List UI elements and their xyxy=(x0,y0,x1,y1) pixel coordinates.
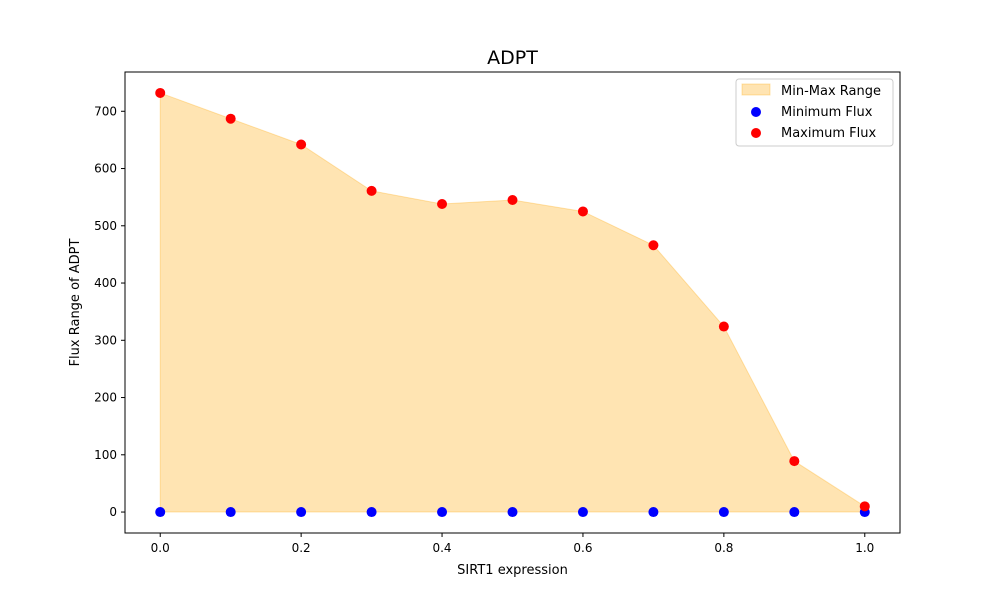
max-flux-point xyxy=(860,501,870,511)
max-flux-point xyxy=(437,199,447,209)
y-tick-label: 500 xyxy=(94,219,117,233)
max-flux-point xyxy=(155,88,165,98)
max-flux-point xyxy=(226,114,236,124)
min-flux-point xyxy=(578,507,588,517)
legend-swatch-range xyxy=(742,84,770,95)
max-flux-point xyxy=(508,195,518,205)
legend-marker-min xyxy=(751,107,761,117)
max-flux-point xyxy=(789,456,799,466)
min-flux-point xyxy=(508,507,518,517)
x-tick-label: 0.2 xyxy=(292,541,311,555)
y-tick-label: 0 xyxy=(109,505,117,519)
legend-marker-max xyxy=(751,128,761,138)
min-flux-point xyxy=(296,507,306,517)
legend: Min-Max Range Minimum Flux Maximum Flux xyxy=(736,79,893,146)
y-tick-label: 100 xyxy=(94,448,117,462)
min-flux-point xyxy=(719,507,729,517)
min-flux-point xyxy=(226,507,236,517)
y-tick-label: 700 xyxy=(94,104,117,118)
max-flux-point xyxy=(367,186,377,196)
x-tick-label: 0.8 xyxy=(714,541,733,555)
min-flux-point xyxy=(789,507,799,517)
y-tick-label: 400 xyxy=(94,276,117,290)
y-tick-label: 200 xyxy=(94,391,117,405)
min-flux-point xyxy=(367,507,377,517)
x-tick-label: 0.6 xyxy=(573,541,592,555)
x-axis-label: SIRT1 expression xyxy=(457,563,568,578)
x-tick-label: 1.0 xyxy=(855,541,874,555)
legend-label-max: Maximum Flux xyxy=(781,126,877,141)
y-tick-label: 600 xyxy=(94,162,117,176)
max-flux-point xyxy=(648,240,658,250)
max-flux-point xyxy=(719,322,729,332)
max-flux-point xyxy=(578,206,588,216)
y-axis-label: Flux Range of ADPT xyxy=(68,239,83,367)
legend-label-range: Min-Max Range xyxy=(781,84,881,99)
x-tick-label: 0.0 xyxy=(151,541,170,555)
y-tick-label: 300 xyxy=(94,333,117,347)
x-tick-label: 0.4 xyxy=(432,541,451,555)
legend-label-min: Minimum Flux xyxy=(781,105,873,120)
min-flux-point xyxy=(437,507,447,517)
chart-title: ADPT xyxy=(487,47,538,69)
max-flux-point xyxy=(296,139,306,149)
min-flux-point xyxy=(155,507,165,517)
min-flux-point xyxy=(648,507,658,517)
